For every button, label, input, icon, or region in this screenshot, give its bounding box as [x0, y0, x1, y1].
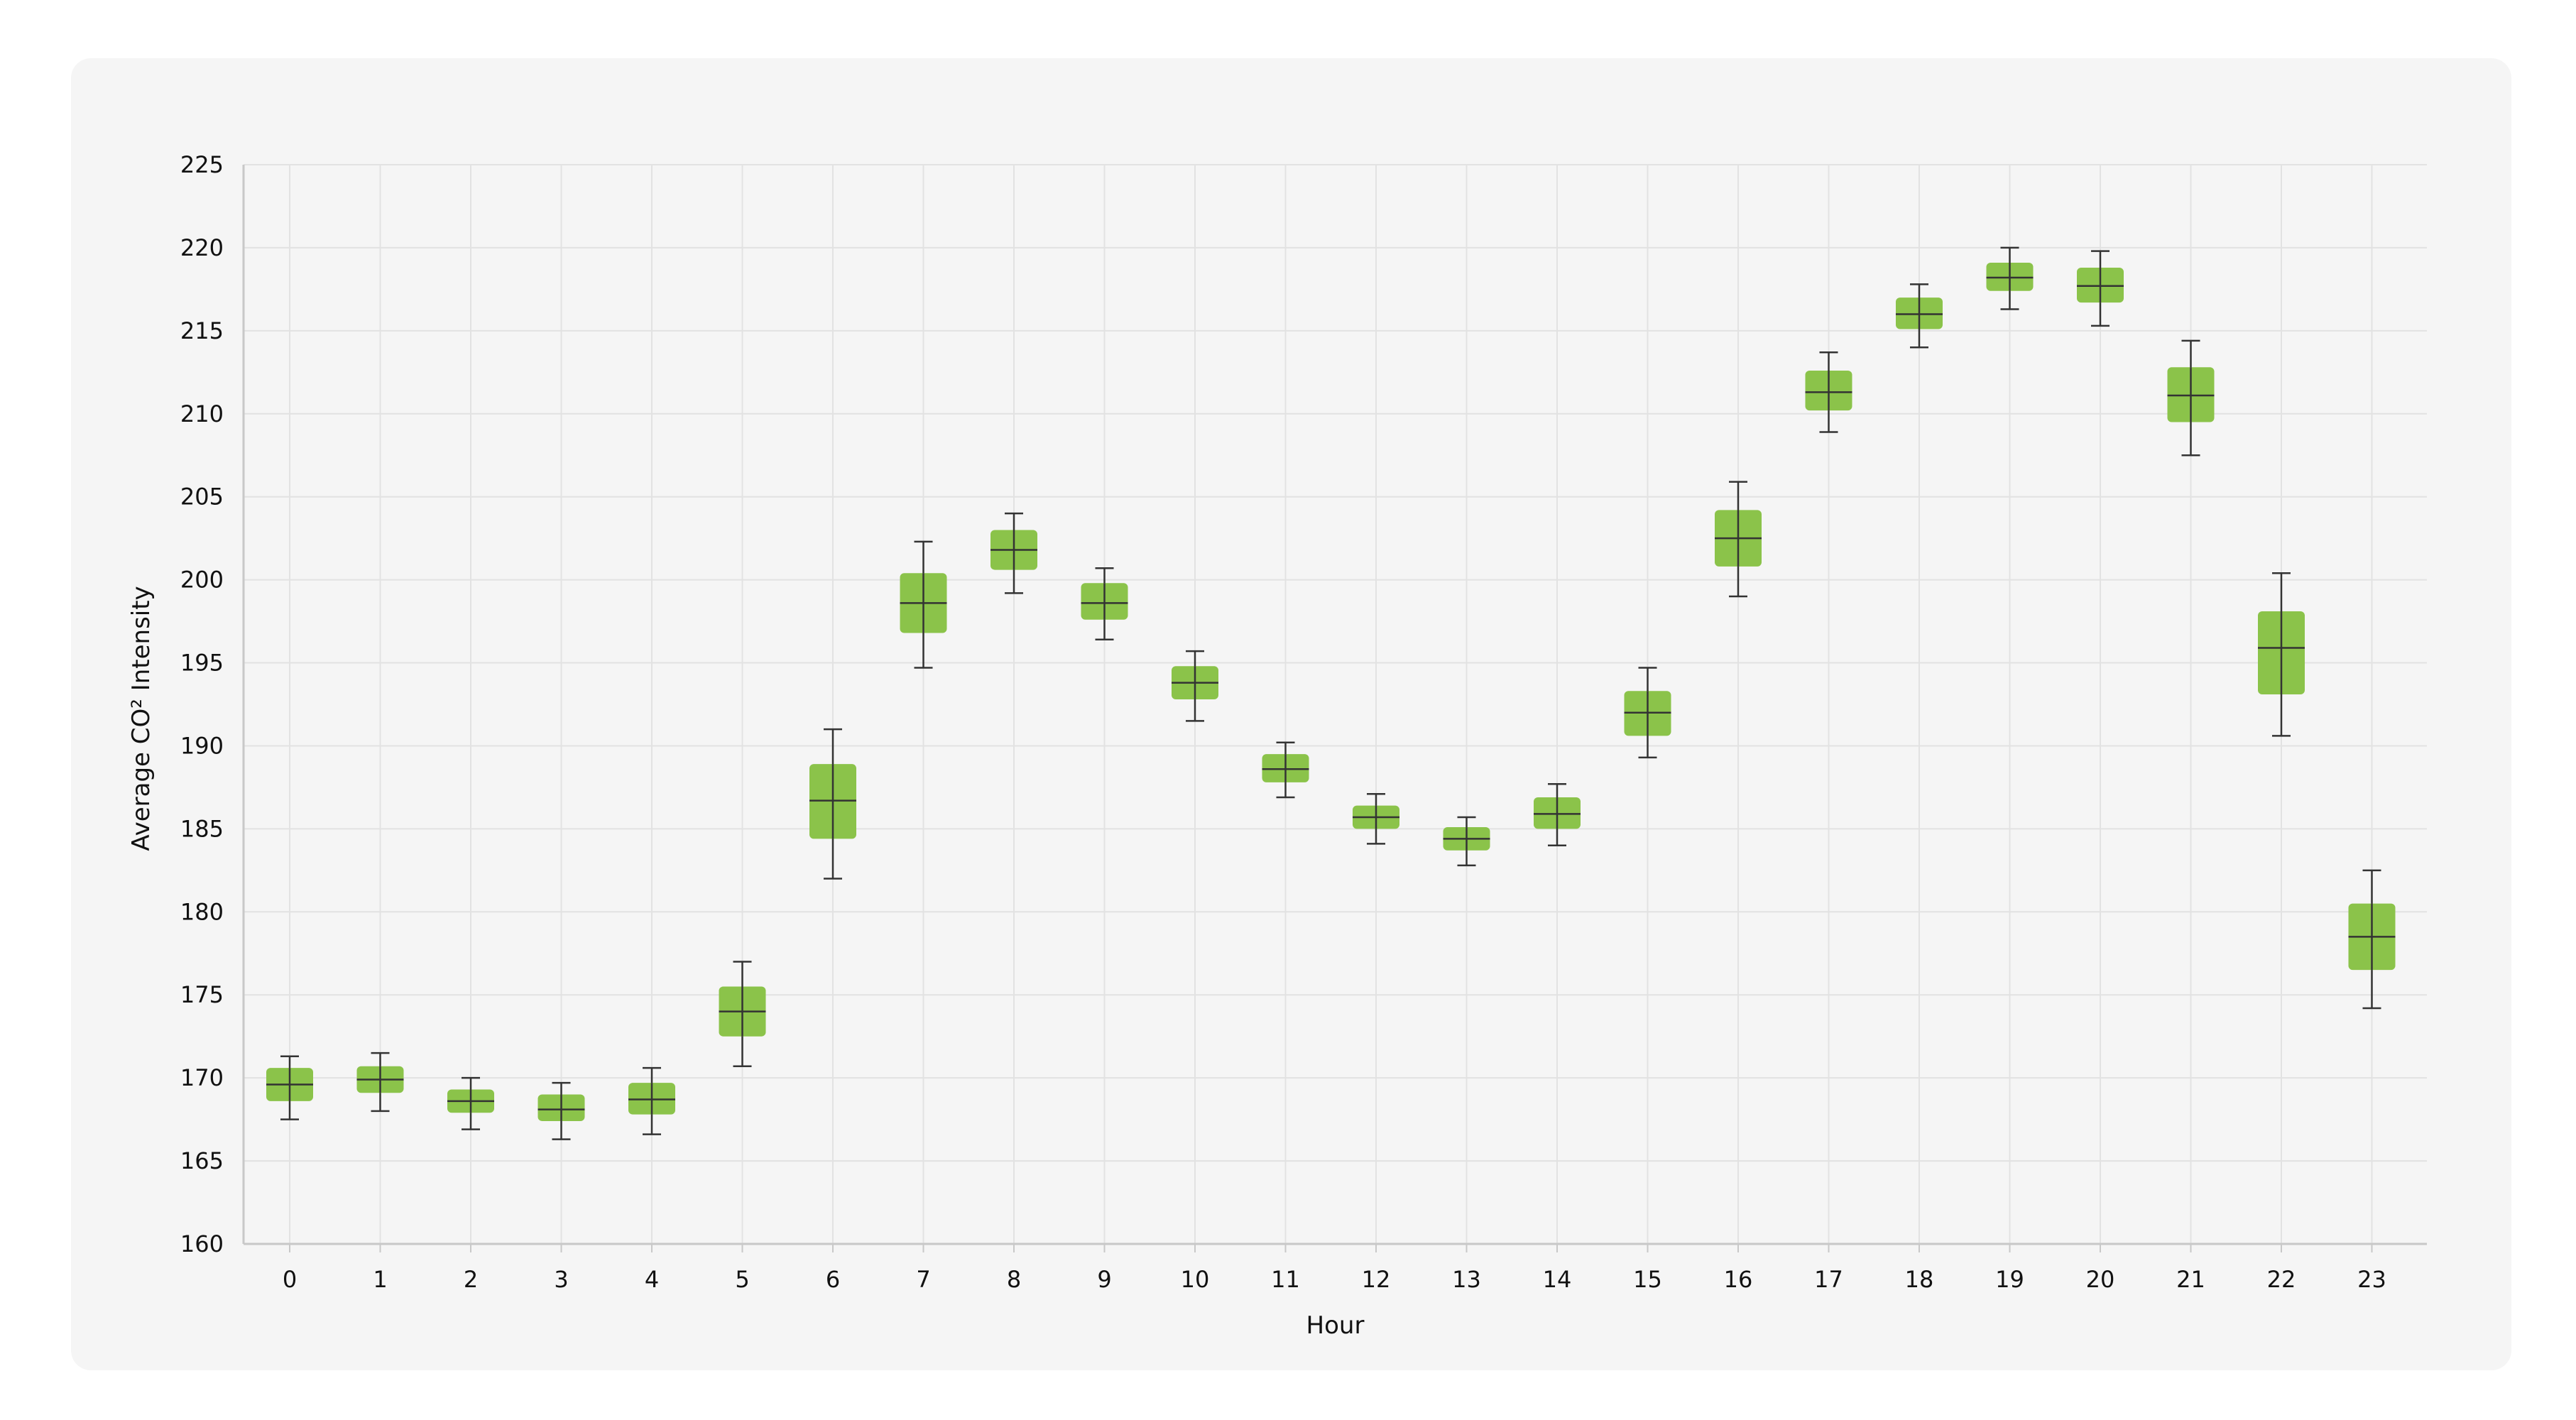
x-tick-label: 9 [1097, 1266, 1111, 1293]
x-tick-label: 4 [645, 1266, 659, 1293]
box-hour-11 [1262, 741, 1309, 799]
x-tick-label: 19 [1995, 1266, 2024, 1293]
x-tick-label: 3 [554, 1266, 568, 1293]
box-hour-21 [2167, 339, 2215, 457]
x-tick-label: 12 [1362, 1266, 1391, 1293]
x-tick-label: 5 [735, 1266, 749, 1293]
box-hour-12 [1353, 793, 1399, 845]
y-tick-label: 215 [180, 317, 224, 344]
box-hour-10 [1172, 650, 1218, 722]
y-tick-label: 160 [180, 1230, 224, 1257]
box-hour-1 [356, 1052, 404, 1113]
box-hour-2 [447, 1076, 494, 1130]
y-tick-label: 190 [180, 732, 224, 759]
x-tick-label: 16 [1724, 1266, 1753, 1293]
y-tick-label: 170 [180, 1064, 224, 1091]
y-tick-label: 225 [180, 151, 224, 178]
box-hour-18 [1896, 283, 1943, 349]
box-hour-4 [628, 1066, 675, 1135]
x-tick-label: 11 [1271, 1266, 1300, 1293]
y-tick-label: 165 [180, 1147, 224, 1174]
y-tick-label: 220 [180, 234, 224, 261]
x-tick-label: 1 [373, 1266, 387, 1293]
y-tick-label: 180 [180, 898, 224, 925]
x-tick-label: 13 [1452, 1266, 1481, 1293]
x-tick-label: 23 [2357, 1266, 2386, 1293]
x-tick-label: 10 [1181, 1266, 1210, 1293]
y-tick-label: 210 [180, 400, 224, 427]
box-hour-20 [2077, 250, 2124, 327]
box-hour-15 [1624, 667, 1671, 759]
box-hour-6 [809, 728, 856, 880]
box-hour-22 [2258, 572, 2305, 737]
y-tick-label: 175 [180, 981, 224, 1008]
box-hour-13 [1443, 816, 1490, 867]
x-tick-label: 17 [1814, 1266, 1843, 1293]
y-tick-label: 205 [180, 484, 224, 510]
box-hour-9 [1081, 567, 1128, 641]
x-tick-label: 22 [2267, 1266, 2296, 1293]
x-tick-label: 15 [1633, 1266, 1662, 1293]
y-axis-title: Average CO² Intensity [127, 586, 155, 851]
box-hour-16 [1715, 481, 1762, 598]
y-tick-label: 200 [180, 567, 224, 594]
x-tick-label: 20 [2086, 1266, 2115, 1293]
box-hour-7 [900, 540, 947, 669]
box-hour-14 [1534, 782, 1581, 847]
y-tick-label: 195 [180, 650, 224, 677]
box-hour-23 [2348, 869, 2396, 1010]
box-hour-19 [1986, 246, 2034, 310]
box-hour-17 [1805, 351, 1852, 433]
boxes [266, 246, 2396, 1140]
box-hour-5 [719, 961, 766, 1068]
x-tick-label: 8 [1007, 1266, 1021, 1293]
y-tick-label: 185 [180, 815, 224, 842]
x-tick-label: 2 [464, 1266, 478, 1293]
axes [242, 165, 2427, 1252]
tick-labels: 1601651701751801851901952002052102152202… [180, 151, 2386, 1293]
box-hour-8 [990, 512, 1037, 594]
grid-lines [244, 164, 2427, 1244]
x-tick-label: 18 [1905, 1266, 1934, 1293]
box-hour-0 [266, 1055, 313, 1120]
box-hour-3 [537, 1081, 585, 1140]
x-tick-label: 7 [916, 1266, 930, 1293]
x-tick-label: 6 [826, 1266, 840, 1293]
x-tick-label: 0 [283, 1266, 297, 1293]
x-axis-title: Hour [1306, 1311, 1365, 1340]
x-tick-label: 21 [2176, 1266, 2205, 1293]
x-tick-label: 14 [1543, 1266, 1572, 1293]
